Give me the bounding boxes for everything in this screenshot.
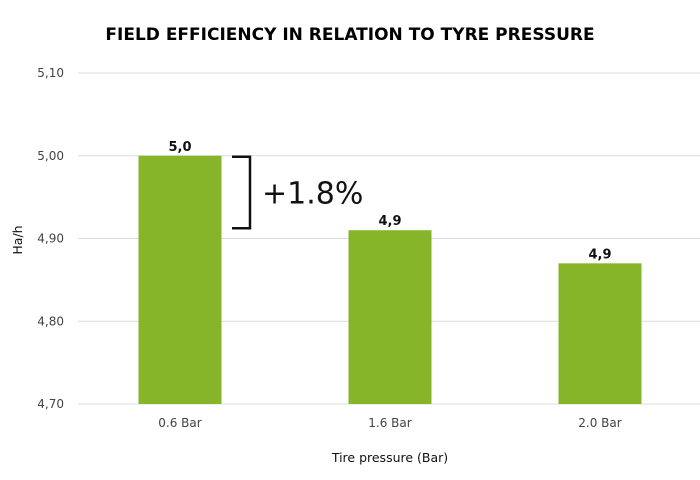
x-tick-label: 2.0 Bar [578, 416, 621, 430]
y-axis-label: Ha/h [10, 225, 25, 254]
difference-annotation: +1.8% [262, 176, 363, 211]
data-label: 5,0 [168, 140, 191, 155]
bar [138, 155, 222, 404]
x-tick-label: 1.6 Bar [368, 416, 411, 430]
difference-bracket [232, 155, 252, 230]
y-tick-label: 5,10 [37, 66, 64, 80]
x-axis-label: Tire pressure (Bar) [331, 450, 448, 465]
data-label: 4,9 [378, 214, 401, 229]
y-tick-label: 5,00 [37, 149, 64, 163]
chart-title: FIELD EFFICIENCY IN RELATION TO TYRE PRE… [105, 25, 594, 45]
x-tick-label: 0.6 Bar [158, 416, 201, 430]
data-label: 4,9 [588, 247, 611, 262]
bar [348, 230, 432, 404]
y-tick-label: 4,90 [37, 232, 64, 246]
bar [558, 263, 642, 404]
y-tick-label: 4,80 [37, 314, 64, 328]
y-tick-label: 4,70 [37, 397, 64, 411]
